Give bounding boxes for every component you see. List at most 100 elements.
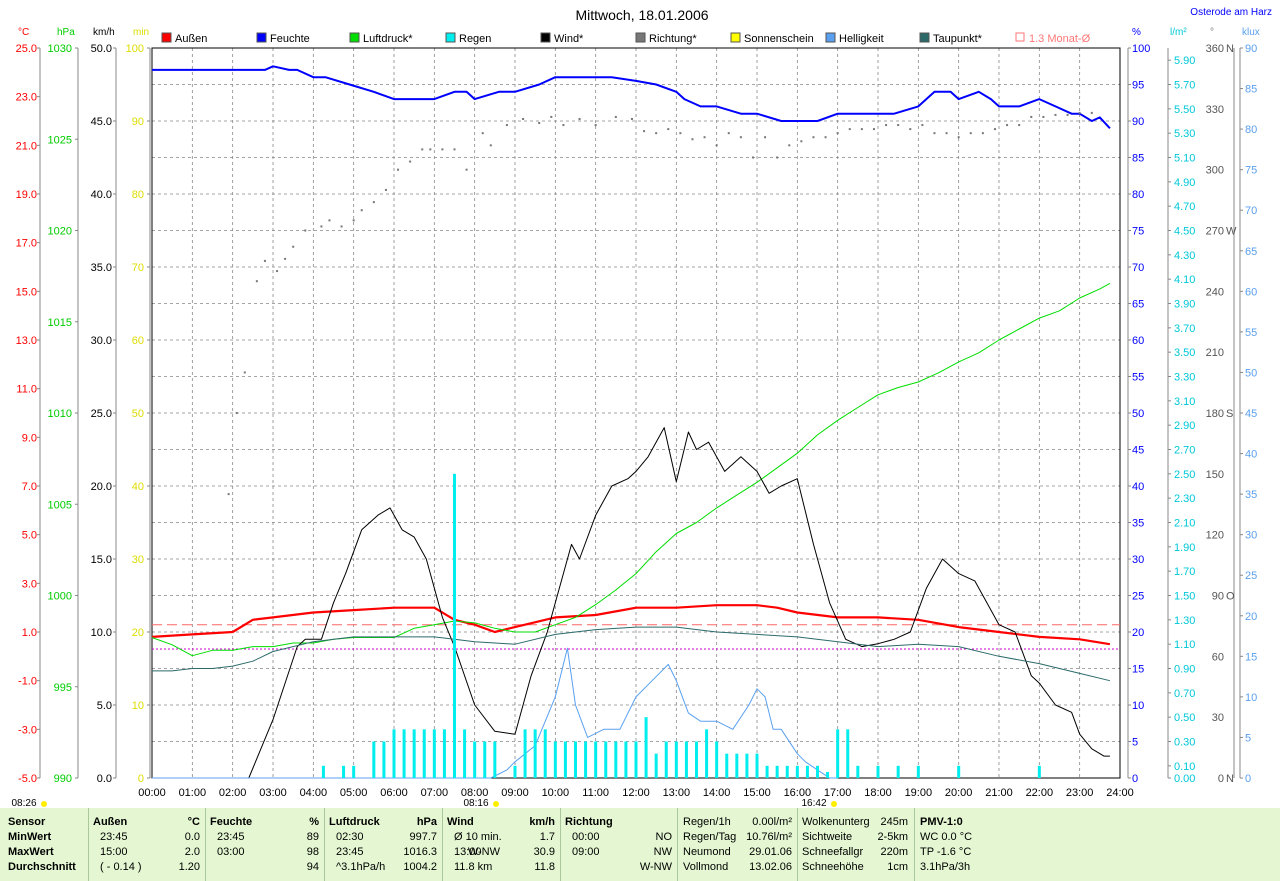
axis-tick-label: 5.30: [1174, 128, 1195, 140]
direction-point: [384, 188, 387, 191]
time-tick-label: 19:00: [905, 787, 933, 799]
axis-unit: °: [1210, 27, 1214, 38]
axis-tick-label: 1015: [48, 317, 72, 329]
direction-point: [1042, 115, 1045, 118]
axis-tick-label: 25: [1132, 591, 1144, 603]
axis-tick-label: 10: [1245, 692, 1257, 704]
legend-swatch: [540, 32, 551, 43]
stat-cell: %: [309, 816, 319, 828]
direction-point: [715, 144, 718, 147]
rain-bar: [684, 741, 688, 778]
axis-tick-label: 1.30: [1174, 615, 1195, 627]
stat-cell: hPa: [416, 816, 437, 828]
time-tick-label: 04:00: [300, 787, 328, 799]
time-tick-label: 02:00: [219, 787, 247, 799]
axis-tick-label: 9.0: [22, 432, 37, 444]
axis-tick-label: 270: [1206, 226, 1224, 238]
rain-bar: [614, 741, 618, 778]
stat-cell: Ø 10 min.: [454, 831, 502, 843]
axis-tick-label: 1005: [48, 499, 72, 511]
series-line-außen: [151, 604, 1111, 646]
axis-tick-label: 2.30: [1174, 493, 1195, 505]
legend-swatch: [730, 32, 741, 43]
stat-cell: 98: [306, 846, 319, 858]
rain-bar: [352, 765, 356, 778]
axis-tick-label: 0.70: [1174, 688, 1195, 700]
axis-tick-label: 3.90: [1174, 299, 1195, 311]
stat-cell: Regen/Tag: [683, 831, 737, 843]
axis-unit: %: [1132, 27, 1141, 38]
axis-tick-label: 0.10: [1174, 761, 1195, 773]
stat-column-divider: [677, 808, 678, 881]
axis-tick-label: 0.30: [1174, 737, 1195, 749]
axis-tick-label: 150: [1206, 469, 1224, 481]
rain-bar: [453, 473, 456, 778]
legend-swatch: [1015, 32, 1025, 42]
rain-bar: [432, 729, 436, 778]
direction-point: [505, 124, 508, 127]
axis-tick-label: 35: [1132, 518, 1144, 530]
axis-tick-label: 80: [1245, 124, 1257, 136]
axis-tick-label: 4.50: [1174, 226, 1195, 238]
stat-cell: 23:45: [100, 831, 128, 843]
stat-cell: Außen: [93, 816, 128, 828]
direction-point: [1090, 111, 1093, 114]
direction-point: [538, 122, 541, 125]
axis-tick-label: 5: [1245, 732, 1251, 744]
legend-label: Außen: [175, 33, 207, 45]
stat-cell: 23:45: [336, 846, 364, 858]
direction-point: [667, 128, 670, 131]
rain-bar: [634, 741, 638, 778]
rain-bar: [533, 729, 537, 778]
axis-tick-label: 3.30: [1174, 372, 1195, 384]
axis-tick-label: 0: [138, 773, 144, 785]
direction-point: [594, 124, 597, 127]
location-label: Osterode am Harz: [1190, 7, 1272, 18]
axis-tick-label: 80: [132, 189, 144, 201]
rain-bar: [321, 765, 325, 778]
stat-cell: Schneehöhe: [802, 861, 864, 873]
direction-point: [703, 136, 706, 139]
legend-swatch: [825, 32, 836, 43]
stat-cell: 1cm: [887, 861, 908, 873]
stat-cell: TP -1.6 °C: [920, 846, 972, 858]
stat-cell: 10.76l/m²: [746, 831, 792, 843]
series-line-taupunkt: [152, 626, 1111, 682]
stat-cell: 2.0: [184, 846, 200, 858]
axis-tick-label: 45: [1132, 445, 1144, 457]
axis-tick-label: 60: [1245, 286, 1257, 298]
time-tick-label: 11:00: [582, 787, 609, 799]
axis-tick-label: 19.0: [16, 189, 37, 201]
rain-bar: [765, 765, 769, 778]
axis-unit: hPa: [57, 27, 75, 38]
axis-tick-label: 1020: [48, 226, 72, 238]
time-tick-label: 16:00: [784, 787, 812, 799]
rain-bar: [674, 741, 678, 778]
axis-tick-label: 85: [1132, 153, 1144, 165]
axis-tick-label: 5.50: [1174, 104, 1195, 116]
direction-point: [872, 128, 875, 131]
direction-point: [562, 124, 565, 127]
axis-tick-label: 990: [54, 773, 72, 785]
axis-tick-label: 20.0: [91, 481, 112, 493]
direction-point: [679, 132, 682, 135]
axis-unit: l/m²: [1170, 27, 1187, 38]
stat-cell: 0.0: [184, 831, 200, 843]
direction-point: [263, 259, 266, 262]
axis-tick-label: 20: [1245, 611, 1257, 623]
stat-cell: 2-5km: [877, 831, 908, 843]
direction-point: [727, 132, 730, 135]
stat-column-divider: [442, 808, 443, 881]
axis-tick-label: 45.0: [91, 116, 112, 128]
direction-point: [993, 128, 996, 131]
stat-column-divider: [205, 808, 206, 881]
axis-tick-label: 45: [1245, 408, 1257, 420]
time-tick-label: 06:00: [380, 787, 408, 799]
stat-cell: 11.8: [534, 861, 555, 873]
axis-tick-label: 2.90: [1174, 420, 1195, 432]
axis-tick-label: 65: [1132, 299, 1144, 311]
direction-point: [1030, 115, 1033, 118]
axis-tick-label: 1025: [48, 134, 72, 146]
axis-tick-label: 5.10: [1174, 153, 1195, 165]
direction-point: [522, 117, 525, 120]
